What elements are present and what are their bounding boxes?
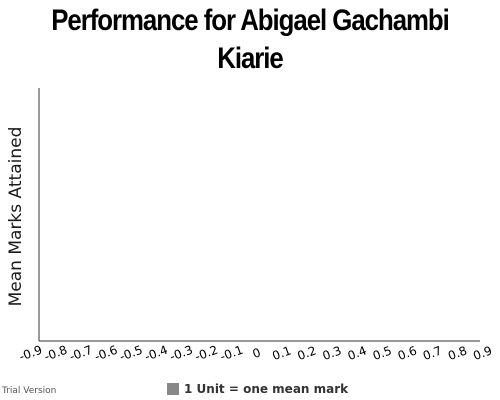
x-tick-label: -0.6: [93, 343, 120, 364]
x-tick-label: 0.7: [421, 343, 444, 363]
y-axis-label: Mean Marks Attained: [6, 127, 26, 307]
x-tick-label: 0.5: [371, 343, 394, 363]
x-tick-label: 0.2: [295, 343, 318, 363]
x-tick-label: -0.7: [67, 343, 94, 364]
x-tick-label: -0.9: [17, 343, 44, 364]
x-tick-label: -0.8: [42, 343, 69, 364]
x-tick-label: -0.1: [218, 343, 245, 364]
x-tick-label: 0.4: [346, 343, 369, 363]
x-tick-label: -0.3: [168, 343, 195, 364]
x-tick-labels: -0.9-0.8-0.7-0.6-0.5-0.4-0.3-0.2-0.1 0 0.1…: [17, 343, 494, 364]
x-tick-label: 0.9: [471, 343, 494, 363]
x-tick-label: 0.1: [270, 343, 293, 363]
legend-swatch: [167, 383, 179, 395]
legend-label: 1 Unit = one mean mark: [184, 382, 349, 396]
x-tick-label: 0: [251, 345, 263, 361]
x-tick-label: 0.3: [321, 343, 344, 363]
trial-version-watermark: Trial Version: [2, 386, 57, 396]
x-tick-label: -0.5: [118, 343, 145, 364]
x-tick-label: 0.6: [396, 343, 419, 363]
chart-title: Performance for Abigael Gachambi Kiarie: [51, 4, 450, 75]
legend: 1 Unit = one mean mark: [167, 382, 348, 396]
x-tick-label: -0.4: [143, 343, 170, 364]
x-tick-label: 0.8: [446, 343, 469, 363]
x-tick-label: -0.2: [193, 343, 220, 364]
